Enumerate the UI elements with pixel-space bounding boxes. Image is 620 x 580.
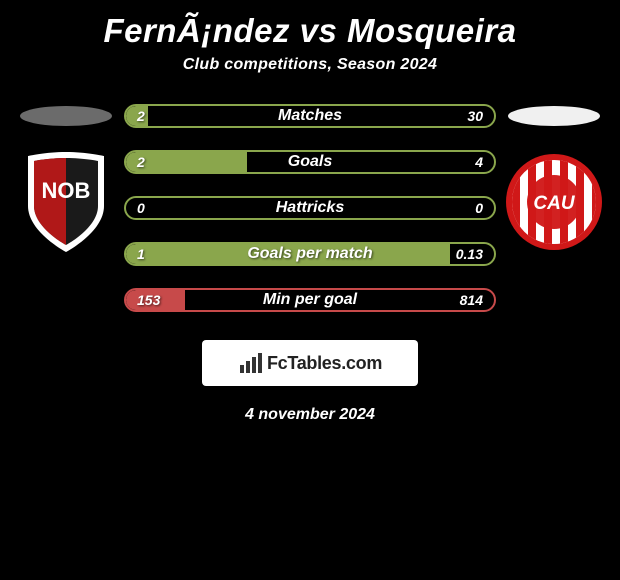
stat-right-value: 0.13 [456, 246, 483, 262]
stat-label: Hattricks [126, 199, 494, 217]
brand-box: FcTables.com [202, 340, 418, 386]
left-column: NOB [14, 98, 118, 252]
svg-text:NOB: NOB [42, 178, 91, 203]
stat-right-value: 0 [475, 200, 483, 216]
left-badge: NOB [16, 152, 116, 252]
stat-bar: 153Min per goal814 [124, 288, 496, 312]
stats-bars: 2Matches30 2Goals4 0Hattricks0 1Goals per m… [118, 104, 502, 312]
stat-bar: 0Hattricks0 [124, 196, 496, 220]
card-title: FernÃ¡ndez vs Mosqueira [0, 0, 620, 56]
stat-label: Goals [126, 153, 494, 171]
main-row: NOB 2Matches30 2Goals4 0Hattricks0 1Goals p… [0, 98, 620, 312]
stat-right-value: 4 [475, 154, 483, 170]
right-ellipse [508, 106, 600, 126]
right-column: CAU [502, 98, 606, 252]
right-badge: CAU [504, 152, 604, 252]
bar-chart-icon [238, 351, 262, 375]
cau-circle-icon: CAU [504, 152, 604, 252]
date-line: 4 november 2024 [0, 406, 620, 424]
stat-label: Matches [126, 107, 494, 125]
nob-shield-icon: NOB [16, 150, 116, 254]
stat-label: Goals per match [126, 245, 494, 263]
stat-right-value: 30 [467, 108, 483, 124]
left-ellipse [20, 106, 112, 126]
stat-label: Min per goal [126, 291, 494, 309]
svg-text:CAU: CAU [533, 193, 575, 214]
stat-bar: 2Goals4 [124, 150, 496, 174]
stat-right-value: 814 [460, 292, 483, 308]
comparison-card: FernÃ¡ndez vs Mosqueira Club competition… [0, 0, 620, 424]
brand-text: FcTables.com [267, 353, 382, 374]
stat-bar: 1Goals per match0.13 [124, 242, 496, 266]
card-subtitle: Club competitions, Season 2024 [0, 56, 620, 98]
stat-bar: 2Matches30 [124, 104, 496, 128]
